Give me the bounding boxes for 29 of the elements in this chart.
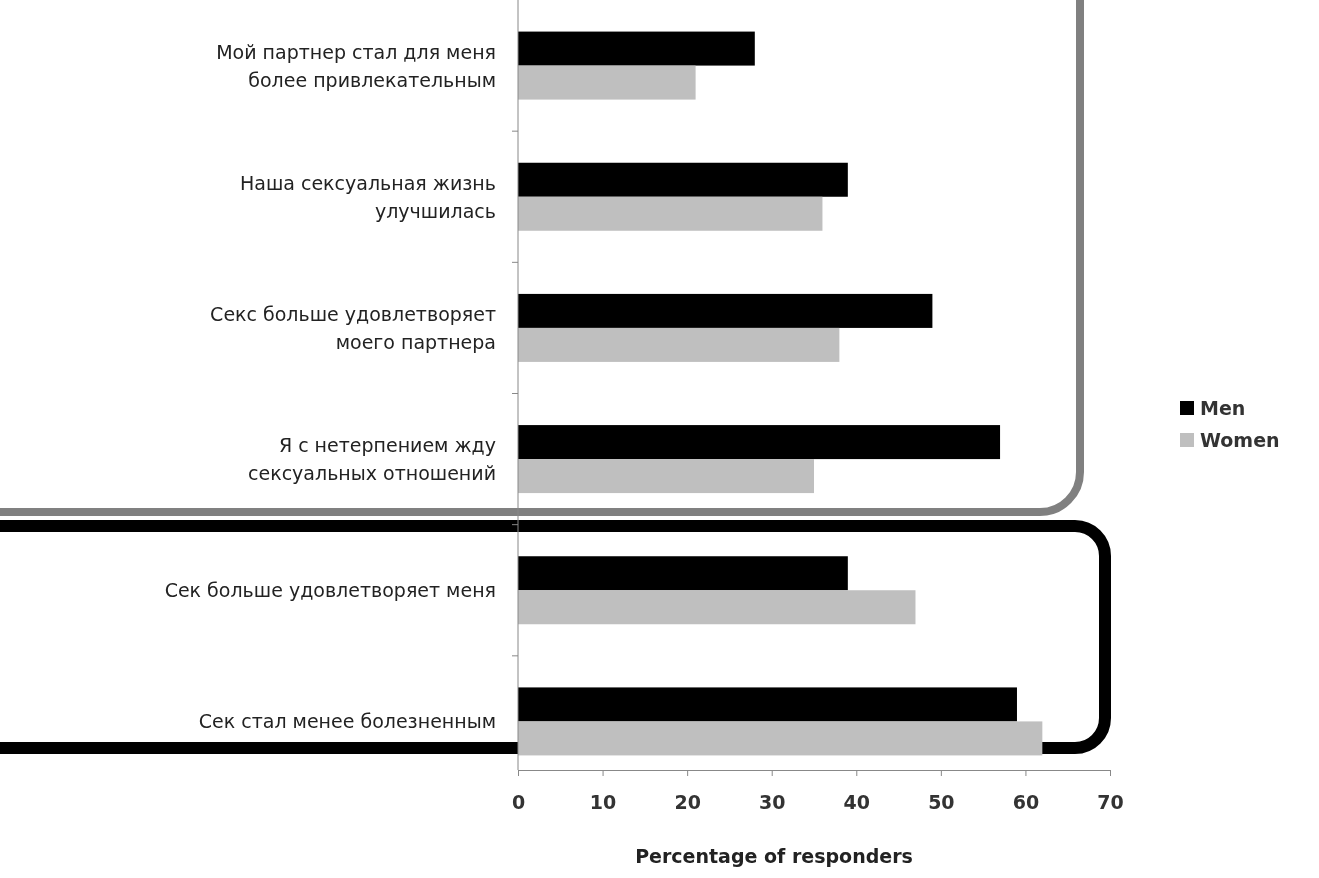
x-tick-label: 0 (511, 791, 526, 814)
y-tick-label: Сек больше удовлетворяет меня (164, 579, 496, 602)
y-tick-label: Мой партнер стал для меня более привлекательным (216, 40, 496, 91)
bar (518, 425, 1001, 460)
bar (518, 293, 933, 328)
x-tick-label: 10 (589, 791, 617, 814)
x-tick-label: 20 (674, 791, 701, 814)
x-tick-label: 50 (928, 791, 955, 814)
bar (518, 196, 823, 231)
bar (518, 556, 848, 591)
y-tick-label: Наша сексуальная жизнь улучшилась (239, 171, 496, 222)
legend-label: Men (1200, 397, 1246, 419)
bar (518, 65, 696, 100)
bar (518, 687, 1017, 722)
y-tick-label: Я с нетерпением жду сексуальных отношений (248, 434, 496, 485)
bar (518, 459, 814, 494)
bar (518, 162, 848, 197)
x-tick-label: 70 (1097, 791, 1124, 814)
legend-label: Women (1200, 429, 1280, 451)
y-tick-label: Сек стал менее болезненным (198, 710, 496, 733)
bar (518, 590, 916, 625)
bar (518, 327, 840, 362)
x-tick-label: 30 (758, 791, 786, 814)
bar (518, 721, 1043, 756)
y-tick-label: Секс больше удовлетворяет моего партнера (210, 302, 496, 353)
x-axis-title: Percentage of responders (635, 845, 913, 867)
x-tick-label: 60 (1012, 791, 1040, 814)
x-tick-label: 40 (843, 791, 871, 814)
bar (518, 31, 755, 66)
